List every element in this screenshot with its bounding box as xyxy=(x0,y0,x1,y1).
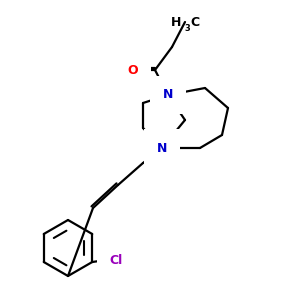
Text: Cl: Cl xyxy=(110,254,123,266)
Text: N: N xyxy=(163,88,173,101)
Text: N: N xyxy=(157,142,167,154)
Text: O: O xyxy=(128,64,138,76)
Text: H: H xyxy=(171,16,181,28)
Text: 3: 3 xyxy=(184,24,190,33)
Text: C: C xyxy=(190,16,199,28)
